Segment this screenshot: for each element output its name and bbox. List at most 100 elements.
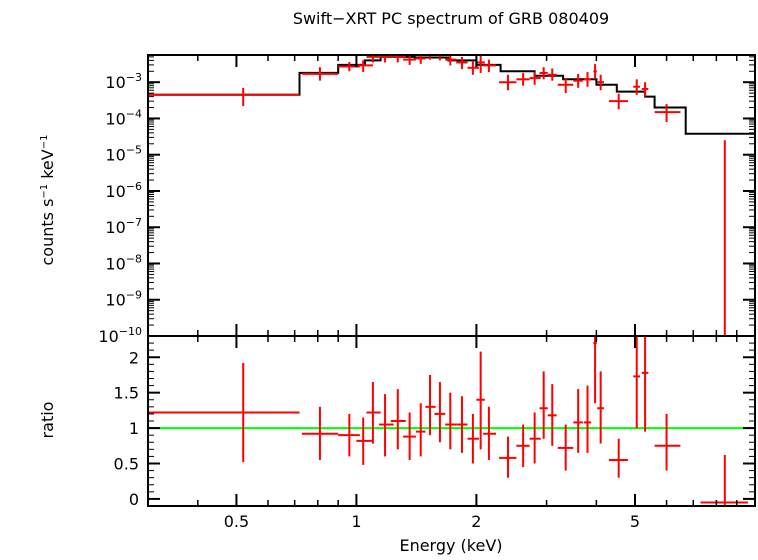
ratio-point [483, 406, 497, 460]
tick-exponent: −9 [126, 289, 142, 302]
tick-base: 10 [105, 182, 125, 201]
ratio-point [499, 436, 517, 478]
ratio-point [529, 412, 541, 464]
ratio-point [539, 371, 548, 439]
tick-exponent: −5 [126, 144, 142, 157]
ratio-point [641, 336, 649, 432]
tick-base: 10 [105, 254, 125, 273]
ratio-point [379, 394, 394, 457]
ratio-point [456, 396, 468, 453]
top-y-tick-label: 10−5 [105, 144, 142, 165]
ratio-point [608, 438, 628, 478]
tick-base: 10 [105, 109, 125, 128]
ratio-point [476, 351, 485, 450]
spectrum-point [608, 93, 628, 110]
ratio-point [148, 362, 300, 463]
bottom-y-tick-label: 1.5 [114, 384, 139, 403]
ratio-point [597, 371, 605, 444]
tick-base: 10 [105, 73, 125, 92]
ratio-point [557, 424, 574, 471]
spectrum-point [467, 61, 479, 75]
ratio-point [425, 374, 436, 436]
spectrum-point [557, 78, 574, 94]
ratio-point [356, 417, 373, 465]
top-panel-y-axis-label: counts s−1 keV−1 [38, 135, 57, 266]
spectrum-point [366, 55, 381, 63]
ratio-point [390, 389, 406, 450]
top-y-tick-label: 10−9 [105, 289, 142, 310]
ratio-point [445, 392, 457, 450]
axes-layer: 0.5 1 2 510−310−410−510−610−710−810−910−100… [98, 54, 756, 531]
bottom-panel-y-axis-label: ratio [38, 402, 57, 439]
spectrum-point [476, 55, 485, 73]
spectrum-point [390, 55, 406, 63]
spectrum-point [723, 140, 726, 336]
spectrum-point [593, 63, 597, 80]
spectrum-point [516, 72, 530, 86]
x-tick-label: 2 [471, 512, 481, 531]
spectrum-point [429, 55, 432, 60]
ratio-point [301, 406, 339, 460]
top-y-tick-label: 10−6 [105, 180, 142, 201]
tick-exponent: −10 [119, 325, 142, 338]
tick-base: 10 [105, 218, 125, 237]
ratio-point [700, 455, 748, 506]
x-axis-label: Energy (keV) [399, 536, 502, 555]
tick-exponent: −7 [126, 216, 142, 229]
top-y-tick-label: 10−8 [105, 252, 142, 273]
spectrum-point [499, 74, 517, 91]
ratio-point [593, 336, 597, 404]
ratio-point [633, 336, 641, 429]
spectrum-point [641, 82, 649, 97]
x-tick-label: 5 [630, 512, 640, 531]
x-tick-label: 0.5 [224, 512, 249, 531]
spectrum-point [547, 68, 557, 81]
spectrum-point [583, 72, 592, 87]
spectrum-point [301, 67, 339, 81]
bottom-y-tick-label: 1 [129, 419, 139, 438]
spectrum-point [633, 79, 641, 95]
ratio-point [654, 413, 681, 471]
top-panel-frame [147, 54, 756, 337]
top-y-tick-label: 10−7 [105, 216, 142, 237]
top-y-tick-label: 10−4 [105, 107, 142, 128]
spectrum-point [529, 72, 541, 85]
spectrum-point [415, 55, 426, 64]
bottom-y-tick-label: 2 [129, 348, 139, 367]
tick-base: 10 [98, 327, 118, 346]
ratio-point [366, 382, 381, 444]
spectrum-point [456, 56, 468, 70]
tick-base: 10 [105, 146, 125, 165]
tick-exponent: −8 [126, 252, 142, 265]
spectrum-point [539, 67, 548, 80]
spectrum-point [597, 74, 605, 91]
spectrum-point [654, 104, 681, 122]
spectrum-point [573, 73, 583, 88]
top-y-tick-label: 10−10 [98, 325, 142, 346]
ratio-point [516, 424, 530, 468]
bottom-y-tick-label: 0.5 [114, 455, 139, 474]
ylabel-kev-part: keV [38, 149, 57, 184]
ratio-point [583, 385, 592, 453]
ratio-point [403, 412, 416, 460]
tick-exponent: −3 [126, 71, 142, 84]
spectrum-point [356, 60, 373, 73]
bottom-y-tick-label: 0 [129, 490, 139, 509]
ratio-point [338, 413, 360, 457]
x-tick-label: 1 [351, 512, 361, 531]
ratio-point [415, 403, 426, 457]
spectrum-point [148, 87, 300, 107]
ratio-point [434, 382, 446, 443]
ylabel-counts-part: counts s [38, 199, 57, 266]
bottom-panel-frame [147, 335, 756, 507]
ylabel-exponent-1: −1 [39, 184, 50, 199]
ratio-point [547, 384, 557, 446]
tick-exponent: −4 [126, 107, 142, 120]
top-y-tick-label: 10−3 [105, 71, 142, 92]
ratio-point [467, 413, 479, 464]
ylabel-exponent-2: −1 [39, 135, 50, 150]
tick-base: 10 [105, 291, 125, 310]
tick-exponent: −6 [126, 180, 142, 193]
